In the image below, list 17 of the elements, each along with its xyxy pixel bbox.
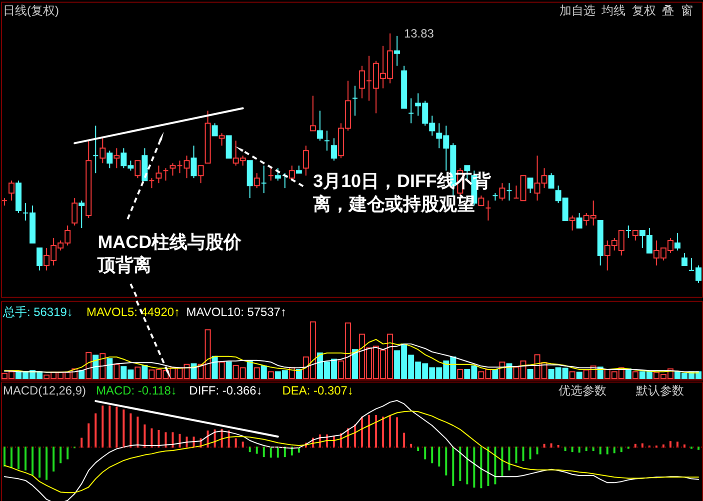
- chart-title: MACD(12,26,9): [2, 384, 86, 398]
- text: 复权: [632, 4, 656, 18]
- text: MAVOL5: 44920↑: [86, 304, 180, 319]
- text: 加自选: [559, 4, 596, 18]
- series-label: MACD: -0.118↓: [96, 384, 177, 398]
- text: 窗: [681, 4, 694, 18]
- text: 优选参数: [558, 384, 606, 398]
- annotation: 13.83: [404, 26, 434, 40]
- text: 均线: [600, 4, 626, 18]
- text: 默认参数: [635, 384, 684, 398]
- text: DIFF: -0.366↓: [189, 384, 262, 398]
- text: 总手: 56319↓: [2, 304, 73, 319]
- text: MAVOL10: 57537↑: [186, 304, 286, 319]
- text: DEA: -0.307↓: [282, 384, 354, 398]
- chart-title: 日线(复权): [2, 4, 59, 18]
- annotation: MACD柱线与股价顶背离: [96, 232, 243, 275]
- text: 叠: [662, 4, 674, 18]
